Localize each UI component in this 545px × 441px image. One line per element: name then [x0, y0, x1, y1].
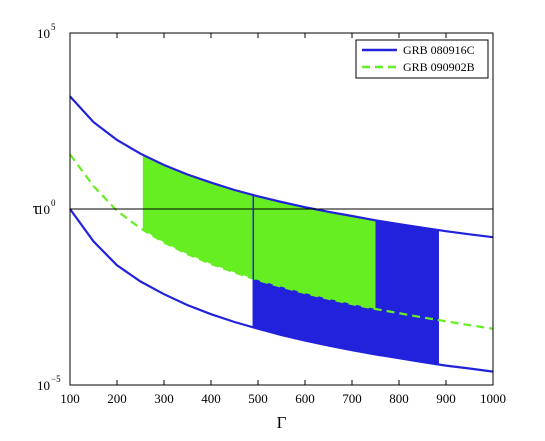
y-tick-label: 10 — [37, 202, 50, 217]
y-tick-label: 10 — [37, 378, 50, 393]
curves — [69, 95, 494, 373]
curve-080916c-upper — [69, 95, 494, 239]
x-tick-label: 1000 — [480, 391, 506, 406]
x-tick-label: 700 — [342, 391, 362, 406]
x-tick-label: 900 — [436, 391, 456, 406]
legend: GRB 080916C GRB 090902B — [355, 39, 489, 79]
fill-region-090902b — [142, 154, 376, 309]
y-tick-label: 10 — [37, 26, 50, 41]
axis-labels: Γ τ — [33, 199, 287, 432]
x-tick-label: 800 — [389, 391, 409, 406]
x-tick-label: 500 — [248, 391, 268, 406]
x-tick-label: 100 — [60, 391, 80, 406]
y-axis-label: τ — [33, 199, 40, 218]
x-tick-label: 600 — [295, 391, 315, 406]
x-axis-label: Γ — [277, 413, 287, 432]
legend-box — [355, 39, 489, 79]
legend-label-090902b: GRB 090902B — [403, 60, 475, 74]
x-tick-label: 300 — [154, 391, 174, 406]
legend-label-080916c: GRB 080916C — [403, 43, 475, 57]
curve-080916c-lower — [69, 208, 494, 373]
y-tick-exponent: 5 — [51, 22, 56, 32]
x-tick-label: 200 — [107, 391, 127, 406]
y-tick-exponent: 0 — [51, 198, 56, 208]
y-tick-exponent: −5 — [51, 374, 61, 384]
x-tick-label: 400 — [201, 391, 221, 406]
fill-regions — [142, 154, 439, 365]
